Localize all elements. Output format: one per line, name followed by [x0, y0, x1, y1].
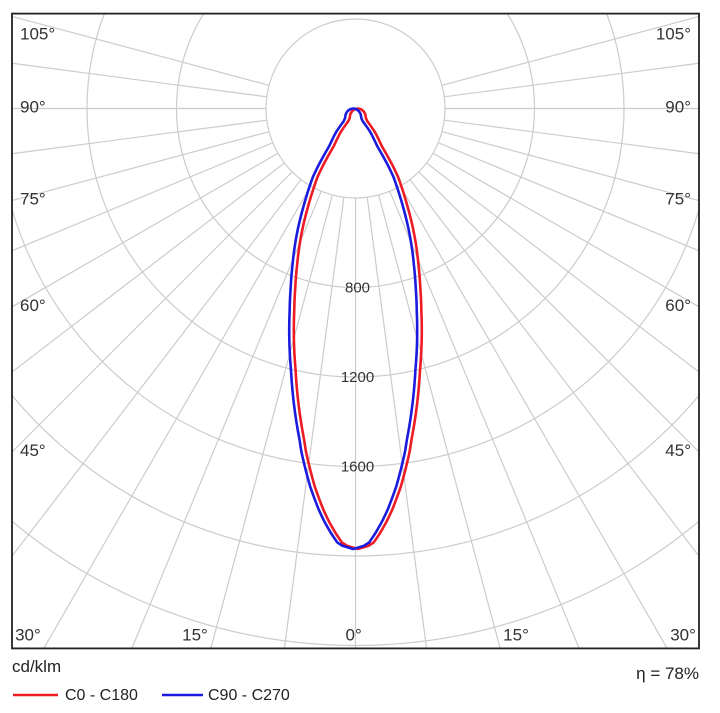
svg-text:η = 78%: η = 78%	[636, 664, 699, 683]
svg-text:90°: 90°	[20, 98, 46, 117]
svg-text:15°: 15°	[182, 625, 208, 644]
svg-text:1600: 1600	[341, 459, 374, 476]
svg-text:cd/klm: cd/klm	[12, 657, 61, 676]
svg-text:30°: 30°	[15, 625, 41, 644]
svg-text:90°: 90°	[665, 98, 691, 117]
svg-text:45°: 45°	[20, 441, 46, 460]
svg-text:60°: 60°	[20, 296, 46, 315]
svg-text:30°: 30°	[670, 625, 696, 644]
svg-text:1200: 1200	[341, 369, 374, 386]
svg-text:75°: 75°	[20, 190, 46, 209]
svg-text:105°: 105°	[20, 24, 55, 43]
svg-text:15°: 15°	[503, 625, 529, 644]
svg-text:105°: 105°	[656, 24, 691, 43]
svg-text:800: 800	[345, 280, 370, 297]
svg-text:C0 - C180: C0 - C180	[65, 687, 138, 704]
svg-text:75°: 75°	[665, 190, 691, 209]
svg-text:0°: 0°	[346, 625, 362, 644]
svg-text:C90 - C270: C90 - C270	[208, 687, 290, 704]
svg-text:45°: 45°	[665, 441, 691, 460]
svg-text:60°: 60°	[665, 296, 691, 315]
